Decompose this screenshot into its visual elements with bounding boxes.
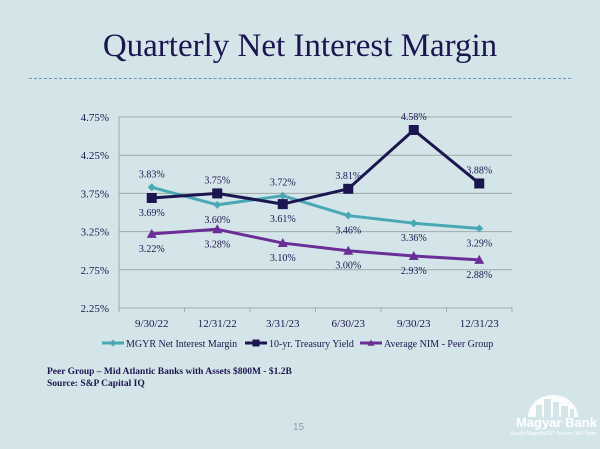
page-number: 15 — [293, 422, 305, 433]
triangle-marker — [474, 254, 485, 264]
x-tick-label: 9/30/23 — [397, 318, 431, 330]
diamond-marker — [475, 224, 484, 233]
x-tick-label: 6/30/23 — [331, 318, 365, 330]
diamond-marker — [213, 200, 222, 209]
square-marker — [277, 199, 288, 210]
y-tick-label: 4.25% — [81, 150, 109, 162]
legend: MGYR Net Interest Margin 10-yr. Treasury … — [102, 339, 493, 350]
data-label: 2.88% — [466, 270, 492, 281]
legend-label: MGYR Net Interest Margin — [126, 339, 237, 350]
data-label: 3.46% — [335, 226, 361, 237]
data-label: 3.36% — [401, 233, 427, 244]
diamond-marker — [147, 183, 156, 192]
slide-title: Quarterly Net Interest Margin — [102, 28, 498, 64]
logo-tagline: Simply MagnificENT for over 100 Years — [510, 431, 598, 437]
triangle-marker — [146, 228, 157, 238]
skyline-icon — [528, 395, 578, 417]
series-line-0 — [151, 185, 480, 231]
data-label: 3.60% — [204, 215, 230, 226]
series-line-2 — [151, 227, 480, 262]
title-divider — [29, 78, 571, 79]
diamond-marker — [409, 219, 418, 228]
square-marker — [343, 183, 354, 194]
triangle-marker — [408, 251, 419, 261]
y-tick-label: 2.75% — [81, 265, 109, 277]
data-label: 4.58% — [401, 112, 427, 123]
square-marker — [474, 178, 485, 189]
data-label: 3.69% — [139, 208, 165, 219]
data-label: 3.83% — [139, 169, 165, 180]
series-line-1 — [151, 128, 481, 206]
diamond-marker — [278, 191, 287, 200]
square-marker — [212, 188, 223, 199]
triangle-marker — [277, 238, 288, 248]
y-tick-label: 3.75% — [81, 188, 109, 200]
data-label: 3.81% — [335, 171, 361, 182]
square-marker — [146, 192, 157, 203]
data-label: 3.28% — [204, 239, 230, 250]
peer-group-note: Peer Group – Mid Atlantic Banks with Ass… — [47, 367, 292, 377]
square-marker — [408, 124, 419, 135]
data-label: 3.61% — [270, 214, 296, 225]
x-tick-label: 12/31/22 — [198, 318, 237, 330]
data-label: 3.29% — [466, 239, 492, 250]
x-tick-labels: 9/30/22 12/31/22 3/31/23 6/30/23 9/30/23 12/3… — [135, 318, 499, 330]
data-labels: 3.83% 3.60% 3.72% 3.46% 3.36% 3.29% 3.69% 3.75%… — [139, 112, 492, 281]
diamond-marker — [109, 339, 117, 347]
triangle-marker — [367, 339, 375, 346]
data-label: 3.75% — [204, 175, 230, 186]
y-tick-labels: 2.25% 2.75% 3.25% 3.75% 4.25% 4.75% — [81, 112, 109, 315]
data-label: 3.00% — [335, 261, 361, 272]
square-marker — [252, 339, 260, 347]
series-lines — [146, 124, 485, 264]
logo-name: Magyar Bank — [516, 415, 597, 430]
triangle-marker — [343, 245, 354, 255]
x-tick-label: 9/30/22 — [135, 318, 169, 330]
x-tick-label: 3/31/23 — [266, 318, 300, 330]
y-tick-label: 4.75% — [81, 112, 109, 124]
y-tick-label: 3.25% — [81, 227, 109, 239]
diamond-marker — [344, 211, 353, 220]
data-label: 2.93% — [401, 266, 427, 277]
data-label: 3.22% — [139, 244, 165, 255]
x-tick-label: 12/31/23 — [460, 318, 500, 330]
legend-label: 10-yr. Treasury Yield — [269, 339, 354, 350]
source-note: Source: S&P Capital IQ — [47, 379, 145, 389]
magyar-bank-logo: Magyar Bank Simply MagnificENT for over … — [506, 393, 600, 449]
legend-label: Average NIM - Peer Group — [384, 339, 493, 350]
y-tick-label: 2.25% — [81, 303, 109, 315]
data-label: 3.10% — [270, 253, 296, 264]
axes — [118, 117, 513, 312]
triangle-marker — [212, 224, 223, 234]
data-label: 3.88% — [466, 165, 492, 176]
data-label: 3.72% — [270, 178, 296, 189]
